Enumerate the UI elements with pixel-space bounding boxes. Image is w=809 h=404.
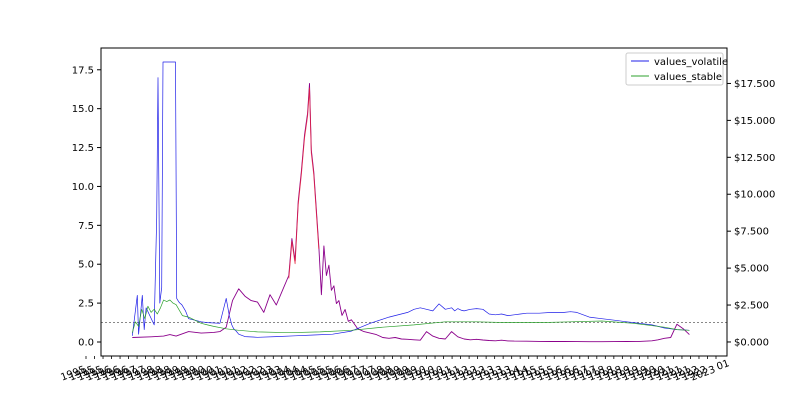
right-axis-tick-label: $0.000 [734, 337, 769, 348]
series-layer [131, 61, 690, 343]
left-axis-tick-label: 12.5 [72, 143, 94, 154]
series-line-values-volatile [131, 61, 690, 338]
x-axis-overflow-label: 01 [715, 358, 731, 373]
left-axis-tick-label: 10.0 [72, 182, 94, 193]
legend-label-values-stable: values_stable [654, 72, 722, 83]
series-line-right-axis-3 [288, 87, 320, 279]
plot-background [101, 48, 727, 356]
left-axis-tick-label: 7.5 [78, 221, 94, 232]
legend-label-values-volatile: values_volatile [654, 57, 728, 68]
legend: values_volatile values_stable [625, 52, 728, 86]
right-axis-tick-label: $15.000 [734, 116, 775, 127]
series-line-right-axis-2 [132, 83, 690, 343]
right-axis-tick-label: $12.500 [734, 153, 775, 164]
right-axis-tick-label: $17.500 [734, 79, 775, 90]
legend-box [625, 52, 724, 86]
right-axis-tick-label: $10.000 [734, 190, 775, 201]
left-axis-tick-label: 5.0 [78, 260, 94, 271]
left-axis-tick-label: 0.0 [78, 338, 94, 349]
x-axis: 1995199519951996199619961997199719981998… [59, 356, 731, 384]
right-axis-tick-label: $7.500 [734, 227, 769, 238]
left-axis-tick-label: 17.5 [72, 65, 94, 76]
plot-frame [100, 47, 728, 357]
series-line-values-stable [131, 299, 690, 334]
left-y-axis: 0.0 2.5 5.0 7.5 10.0 12.5 15.0 17.5 [72, 65, 101, 349]
right-y-axis: $0.000 $2.500 $5.000 $7.500 $10.000 $12.500 $1… [727, 79, 775, 348]
right-axis-tick-label: $5.000 [734, 264, 769, 275]
left-axis-tick-label: 15.0 [72, 104, 94, 115]
right-axis-tick-label: $2.500 [734, 301, 769, 312]
left-axis-tick-label: 2.5 [78, 299, 94, 310]
